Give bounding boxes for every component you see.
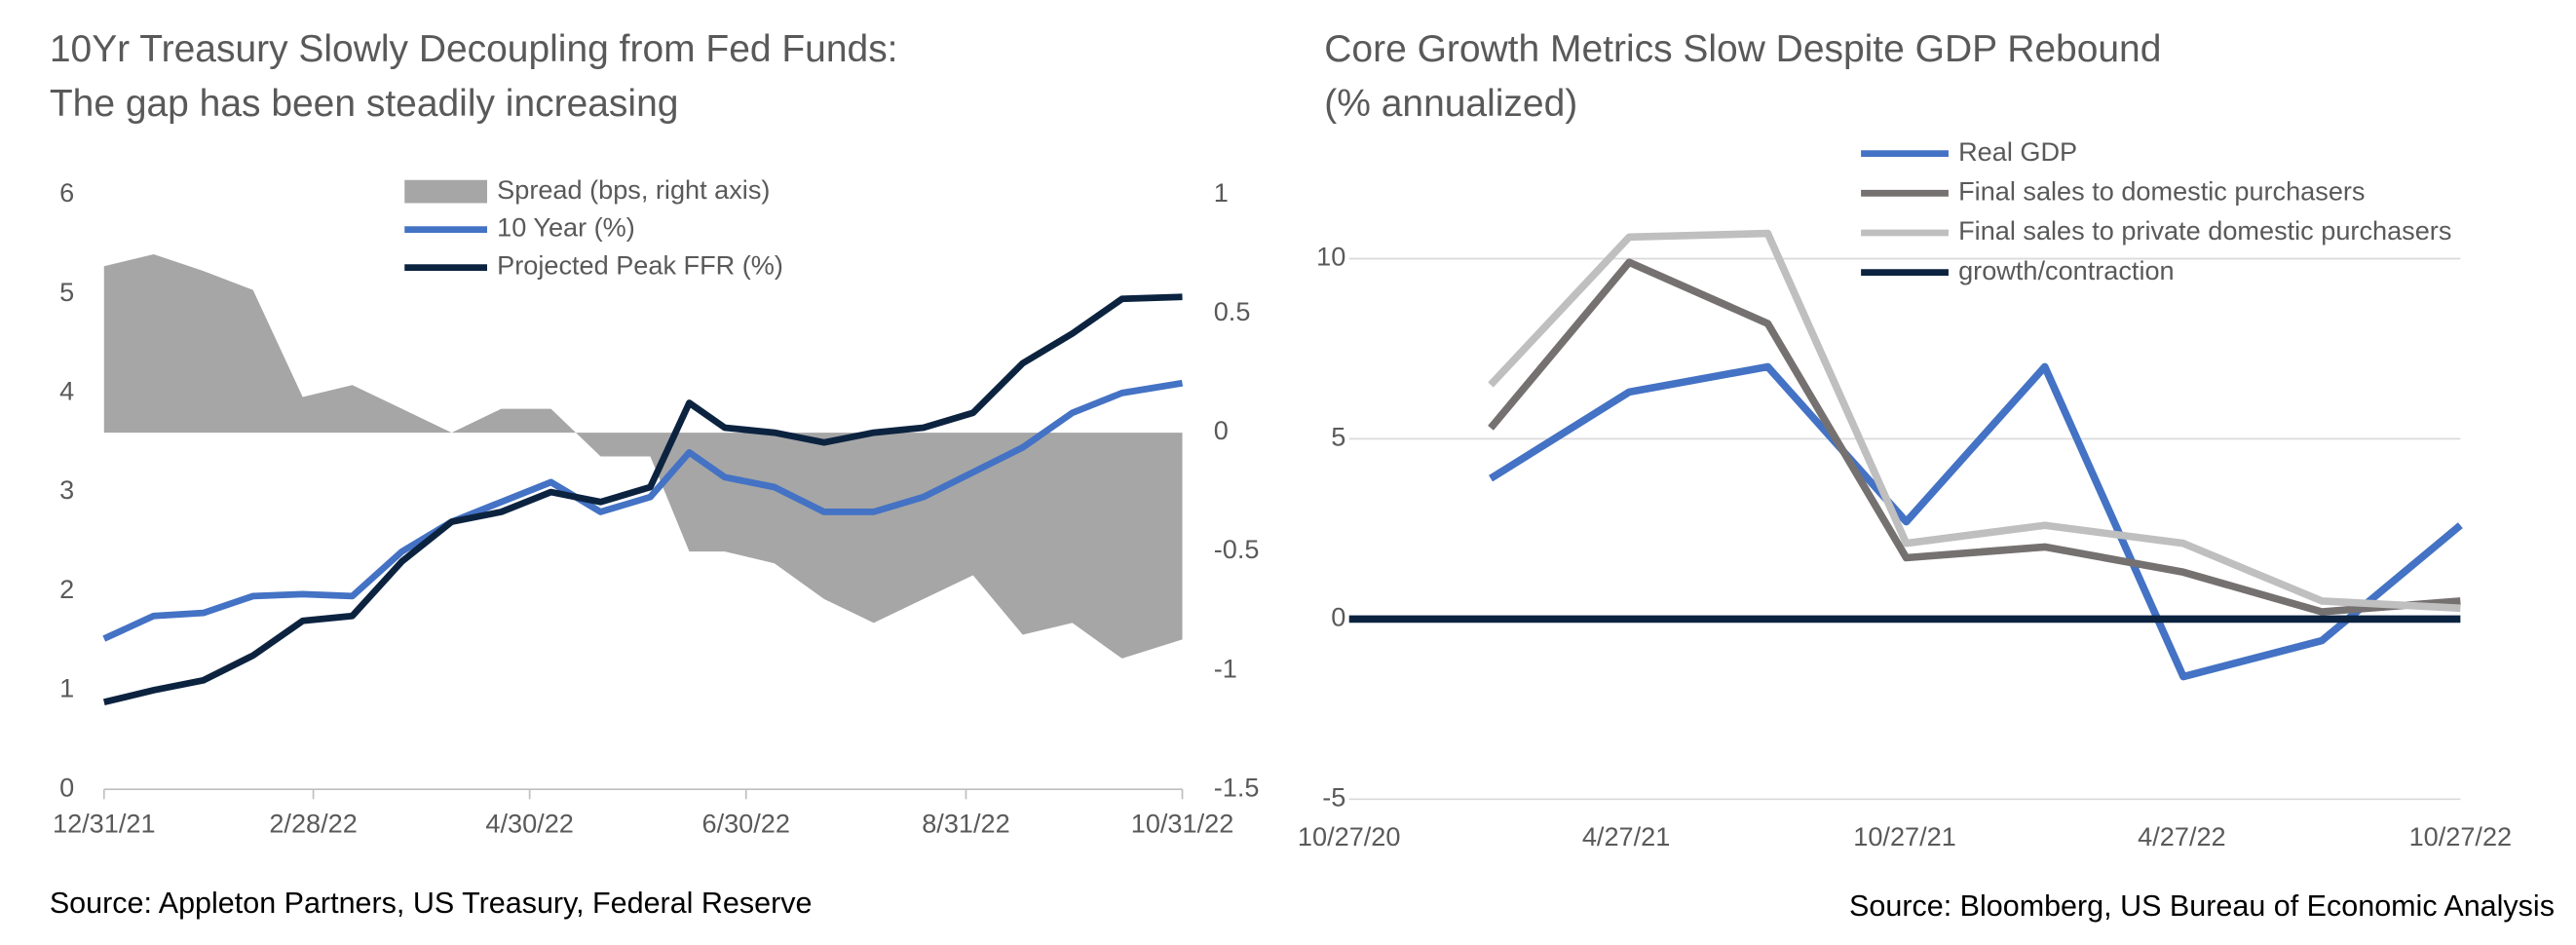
- x-tick-label: 10/27/22: [2409, 821, 2513, 851]
- x-tick-label: 10/31/22: [1131, 809, 1234, 839]
- y2-tick-label: 0: [1214, 415, 1229, 445]
- legend-label: Real GDP: [1958, 136, 2077, 167]
- series-line: [1489, 362, 2463, 681]
- y2-tick-label: 1: [1214, 177, 1229, 208]
- x-tick-label: 4/27/21: [1582, 821, 1670, 851]
- x-tick-label: 12/31/21: [53, 809, 156, 839]
- y-tick-label: 2: [59, 574, 74, 604]
- y-tick-label: 5: [1331, 422, 1345, 452]
- spread-area: [103, 254, 1183, 659]
- chart-title: 10Yr Treasury Slowly Decoupling from Fed…: [50, 28, 898, 70]
- series-line: [1488, 229, 2461, 613]
- legend-label: growth/contraction: [1958, 255, 2175, 285]
- x-tick-label: 4/30/22: [485, 809, 573, 839]
- series-line: [102, 293, 1183, 705]
- chart-title: Core Growth Metrics Slow Despite GDP Reb…: [1324, 28, 2161, 70]
- y-tick-label: -5: [1322, 781, 1345, 812]
- legend-swatch: [404, 179, 487, 204]
- x-tick-label: 2/28/22: [269, 809, 357, 839]
- legend-label: Projected Peak FFR (%): [497, 250, 783, 281]
- y-tick-label: 0: [1331, 602, 1345, 632]
- source: Source: Bloomberg, US Bureau of Economic…: [1849, 889, 2555, 923]
- y-tick-label: 10: [1316, 242, 1345, 272]
- y-tick-label: 6: [59, 177, 74, 208]
- series-line: [102, 379, 1184, 642]
- x-tick-label: 6/30/22: [702, 809, 790, 839]
- x-tick-label: 10/27/20: [1298, 821, 1401, 851]
- legend-label: Spread (bps, right axis): [497, 174, 770, 205]
- x-tick-label: 8/31/22: [922, 809, 1009, 839]
- y-tick-label: 3: [59, 474, 74, 505]
- source: Source: Appleton Partners, US Treasury, …: [50, 887, 813, 920]
- y2-tick-label: -1: [1214, 653, 1237, 683]
- chart-subtitle: The gap has been steadily increasing: [50, 83, 679, 125]
- x-tick-label: 10/27/21: [1853, 821, 1956, 851]
- y-tick-label: 1: [59, 673, 74, 703]
- y2-tick-label: -1.5: [1214, 772, 1260, 802]
- y-tick-label: 5: [59, 277, 74, 307]
- legend-label: Final sales to private domestic purchase…: [1958, 215, 2451, 246]
- y2-tick-label: -0.5: [1214, 534, 1260, 564]
- x-tick-label: 4/27/22: [2138, 821, 2225, 851]
- series-line: [1488, 258, 2461, 616]
- legend-label: Final sales to domestic purchasers: [1958, 175, 2365, 206]
- chart-subtitle: (% annualized): [1324, 83, 1577, 125]
- y-tick-label: 4: [59, 376, 74, 406]
- y2-tick-label: 0.5: [1214, 296, 1251, 326]
- y-tick-label: 0: [59, 772, 74, 802]
- legend-label: 10 Year (%): [497, 212, 635, 243]
